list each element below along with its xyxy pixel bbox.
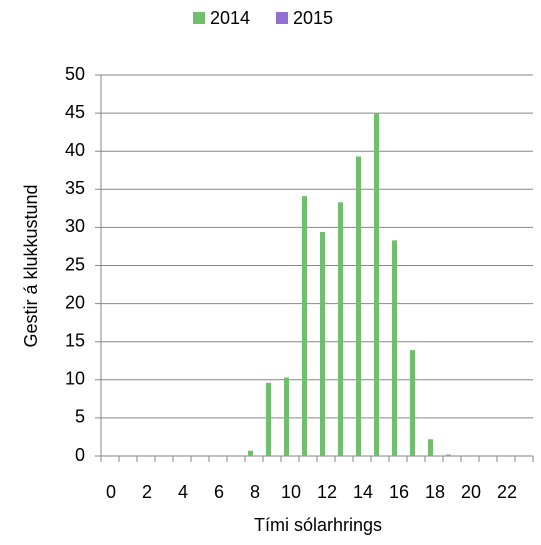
- y-tick-label: 0: [75, 445, 85, 465]
- y-tick-label: 45: [65, 102, 85, 122]
- x-tick-label: 2: [142, 482, 152, 502]
- y-tick-label: 50: [65, 64, 85, 84]
- legend-swatch: [276, 12, 288, 24]
- x-tick-label: 8: [250, 482, 260, 502]
- bar: [374, 113, 379, 456]
- legend-label: 2015: [293, 8, 333, 28]
- bar: [356, 156, 361, 456]
- y-tick-label: 5: [75, 407, 85, 427]
- y-tick-label: 15: [65, 330, 85, 350]
- legend-label: 2014: [210, 8, 250, 28]
- x-tick-label: 18: [425, 482, 445, 502]
- x-tick-label: 12: [317, 482, 337, 502]
- x-tick-label: 10: [281, 482, 301, 502]
- x-tick-label: 6: [214, 482, 224, 502]
- y-tick-label: 25: [65, 254, 85, 274]
- bar: [446, 454, 451, 456]
- y-axis-title: Gestir á klukkustund: [21, 184, 41, 347]
- bar: [284, 377, 289, 456]
- legend-swatch: [193, 12, 205, 24]
- y-tick-label: 30: [65, 216, 85, 236]
- bar: [428, 439, 433, 456]
- x-tick-label: 0: [106, 482, 116, 502]
- bar: [302, 196, 307, 456]
- bar: [248, 450, 253, 456]
- x-axis-title: Tími sólarhrings: [254, 515, 382, 535]
- x-tick-label: 14: [353, 482, 373, 502]
- bar: [320, 231, 325, 456]
- x-tick-label: 22: [497, 482, 517, 502]
- bar: [410, 350, 415, 456]
- bar: [266, 382, 271, 456]
- x-tick-label: 20: [461, 482, 481, 502]
- x-tick-label: 4: [178, 482, 188, 502]
- bar: [338, 202, 343, 456]
- y-tick-label: 40: [65, 140, 85, 160]
- y-tick-label: 10: [65, 369, 85, 389]
- bar: [392, 240, 397, 456]
- y-tick-label: 20: [65, 292, 85, 312]
- x-tick-label: 16: [389, 482, 409, 502]
- y-tick-label: 35: [65, 178, 85, 198]
